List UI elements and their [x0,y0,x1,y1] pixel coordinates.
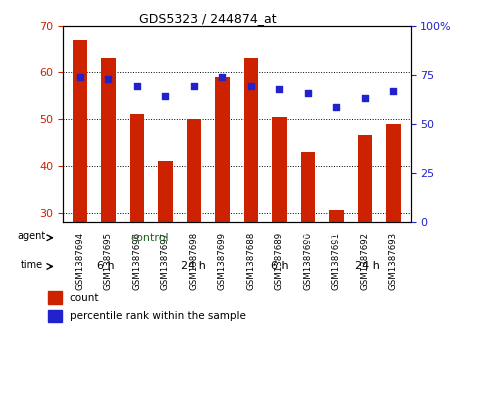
Bar [130,114,144,222]
Point [247,83,255,90]
Bar [48,291,62,304]
Point [276,86,284,92]
Bar [386,124,400,222]
Text: 6 h: 6 h [98,261,115,272]
Bar [158,161,172,222]
Point [190,83,198,90]
Point [361,95,369,101]
Point [76,74,84,80]
Bar [301,152,315,222]
Point [133,83,141,90]
Point [218,74,226,80]
Bar [358,136,372,222]
Bar [48,310,62,322]
Bar [215,77,229,222]
Text: 24 h: 24 h [181,261,206,272]
Point [304,90,312,97]
Bar [329,210,343,222]
Text: control: control [130,233,169,243]
Bar [187,119,201,222]
Text: count: count [70,292,99,303]
Bar [272,117,286,222]
Point [390,88,398,94]
Text: GDS5323 / 244874_at: GDS5323 / 244874_at [139,12,276,25]
Text: 24 h: 24 h [355,261,380,272]
Text: time: time [21,260,43,270]
Bar [101,58,115,222]
Point [333,104,341,110]
Bar [244,58,258,222]
Text: ICG-001: ICG-001 [301,233,346,243]
Point [161,93,169,99]
Text: percentile rank within the sample: percentile rank within the sample [70,311,245,321]
Point [104,76,112,83]
Text: 6 h: 6 h [271,261,289,272]
Bar [73,40,87,222]
Text: agent: agent [18,231,46,241]
